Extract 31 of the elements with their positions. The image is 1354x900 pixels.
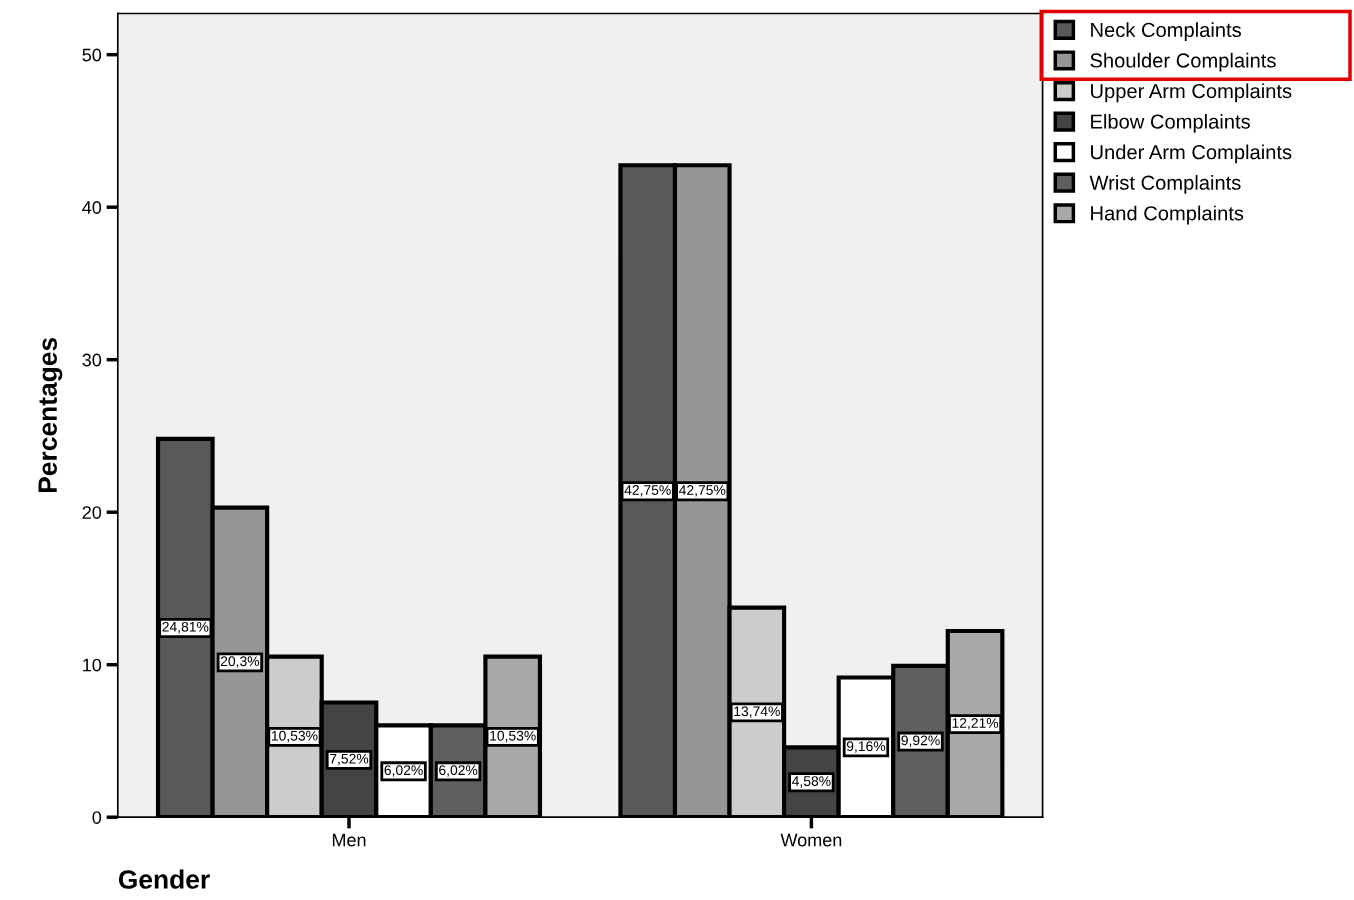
data-label: 20,3%	[220, 656, 260, 668]
data-label: 6,02%	[384, 765, 423, 777]
data-label: 10,53%	[271, 730, 318, 743]
legend-label: Under Arm Complaints	[1091, 144, 1292, 164]
legend-label: Neck Complaints	[1091, 22, 1241, 42]
data-label: 12,21%	[952, 717, 999, 730]
x-axis-title: Gender	[118, 869, 210, 889]
y-tick-label: 10	[83, 658, 102, 672]
data-label: 9,92%	[901, 735, 940, 747]
data-label: 9,16%	[846, 741, 886, 753]
x-tick-label: Men	[332, 833, 366, 847]
data-label: 7,52%	[330, 753, 369, 766]
data-label: 6,02%	[439, 765, 478, 777]
legend-label: Wrist Complaints	[1089, 175, 1241, 194]
data-label: 42,75%	[624, 485, 671, 497]
data-label: 24,81%	[162, 621, 209, 634]
legend-label: Upper Arm Complaints	[1091, 83, 1292, 103]
legend-label: Shoulder Complaints	[1090, 52, 1276, 72]
x-tick-label: Women	[780, 833, 842, 847]
data-label: 4,58%	[792, 776, 831, 788]
y-tick-label: 40	[82, 201, 102, 214]
data-label: 13,74%	[734, 706, 780, 718]
y-tick-label: 20	[82, 506, 102, 519]
y-tick-label: 50	[82, 48, 102, 62]
data-label: 10,53%	[490, 730, 536, 743]
legend-label: Hand Complaints	[1091, 205, 1244, 225]
legend-label: Elbow Complaints	[1091, 113, 1250, 133]
data-label: 42,75%	[679, 485, 726, 497]
y-tick-label: 0	[92, 811, 102, 824]
y-axis-title: Percentages	[38, 337, 63, 493]
y-tick-label: 30	[82, 353, 102, 367]
